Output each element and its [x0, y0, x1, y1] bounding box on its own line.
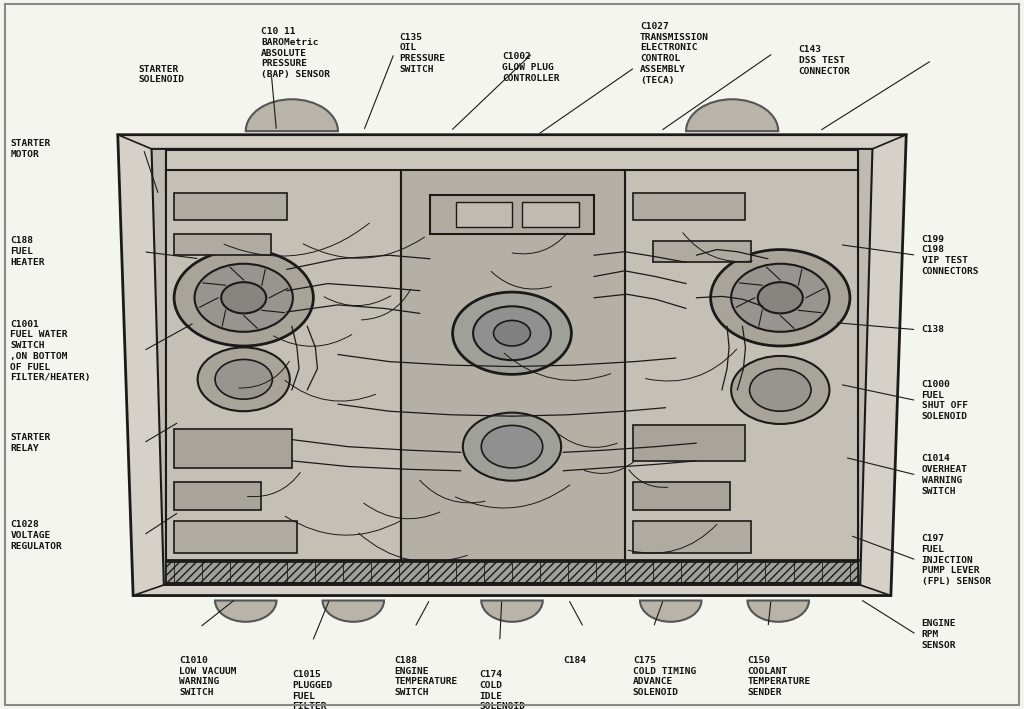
Circle shape — [731, 356, 829, 424]
Polygon shape — [118, 135, 906, 596]
Text: C174
COLD
IDLE
SOLENOID: C174 COLD IDLE SOLENOID — [479, 670, 525, 709]
Text: ENGINE
RPM
SENSOR: ENGINE RPM SENSOR — [922, 619, 956, 650]
Text: C197
FUEL
INJECTION
PUMP LEVER
(FPL) SENSOR: C197 FUEL INJECTION PUMP LEVER (FPL) SEN… — [922, 534, 990, 586]
Bar — [653, 241, 751, 262]
Circle shape — [221, 282, 266, 313]
Circle shape — [750, 369, 811, 411]
Text: STARTER
MOTOR: STARTER MOTOR — [10, 139, 50, 159]
Circle shape — [198, 347, 290, 411]
Bar — [522, 202, 579, 227]
Wedge shape — [215, 601, 276, 622]
Circle shape — [174, 250, 313, 346]
Bar — [174, 521, 297, 553]
Text: C1015
PLUGGED
FUEL
FILTER
SWITCH: C1015 PLUGGED FUEL FILTER SWITCH — [292, 670, 332, 709]
Wedge shape — [686, 99, 778, 131]
Bar — [633, 193, 745, 220]
Circle shape — [195, 264, 293, 332]
Bar — [174, 429, 292, 468]
Text: C175
COLD TIMING
ADVANCE
SOLENOID: C175 COLD TIMING ADVANCE SOLENOID — [633, 656, 696, 697]
Text: C188
FUEL
HEATER: C188 FUEL HEATER — [10, 236, 45, 267]
Text: STARTER
SOLENOID: STARTER SOLENOID — [138, 65, 184, 84]
Text: C1014
OVERHEAT
WARNING
SWITCH: C1014 OVERHEAT WARNING SWITCH — [922, 454, 968, 496]
Bar — [633, 425, 745, 461]
Text: C150
COOLANT
TEMPERATURE
SENDER: C150 COOLANT TEMPERATURE SENDER — [748, 656, 811, 697]
Circle shape — [494, 320, 530, 346]
Circle shape — [731, 264, 829, 332]
Text: C1002
GLOW PLUG
CONTROLLER: C1002 GLOW PLUG CONTROLLER — [502, 52, 559, 83]
Bar — [401, 170, 625, 567]
Circle shape — [473, 306, 551, 360]
Bar — [174, 482, 261, 510]
FancyBboxPatch shape — [166, 156, 858, 581]
Text: STARTER
RELAY: STARTER RELAY — [10, 433, 50, 453]
Circle shape — [758, 282, 803, 313]
Text: C1010
LOW VACUUM
WARNING
SWITCH: C1010 LOW VACUUM WARNING SWITCH — [179, 656, 237, 697]
Bar — [633, 521, 751, 553]
Bar — [456, 202, 512, 227]
Wedge shape — [640, 601, 701, 622]
Text: C199
C198
VIP TEST
CONNECTORS: C199 C198 VIP TEST CONNECTORS — [922, 235, 979, 276]
Text: C184: C184 — [563, 656, 586, 665]
Wedge shape — [246, 99, 338, 131]
Bar — [166, 150, 858, 191]
Bar — [430, 195, 594, 234]
Circle shape — [463, 413, 561, 481]
Bar — [166, 562, 858, 583]
Circle shape — [215, 359, 272, 399]
Wedge shape — [323, 601, 384, 622]
Text: C1028
VOLTAGE
REGULATOR: C1028 VOLTAGE REGULATOR — [10, 520, 62, 551]
Text: C138: C138 — [922, 325, 944, 334]
Bar — [625, 170, 858, 581]
Text: C1001
FUEL WATER
SWITCH
,ON BOTTOM
OF FUEL
FILTER/HEATER): C1001 FUEL WATER SWITCH ,ON BOTTOM OF FU… — [10, 320, 91, 382]
Bar — [174, 234, 271, 255]
Text: C1027
TRANSMISSION
ELECTRONIC
CONTROL
ASSEMBLY
(TECA): C1027 TRANSMISSION ELECTRONIC CONTROL AS… — [640, 22, 709, 84]
Wedge shape — [481, 601, 543, 622]
Text: C135
OIL
PRESSURE
SWITCH: C135 OIL PRESSURE SWITCH — [399, 33, 445, 74]
Polygon shape — [152, 149, 872, 585]
Bar — [166, 170, 401, 581]
Wedge shape — [748, 601, 809, 622]
Circle shape — [711, 250, 850, 346]
Text: C143
DSS TEST
CONNECTOR: C143 DSS TEST CONNECTOR — [799, 45, 851, 76]
Circle shape — [481, 425, 543, 468]
Text: C10 11
BAROMetric
ABSOLUTE
PRESSURE
(BAP) SENSOR: C10 11 BAROMetric ABSOLUTE PRESSURE (BAP… — [261, 27, 330, 79]
Circle shape — [453, 292, 571, 374]
Text: C188
ENGINE
TEMPERATURE
SWITCH: C188 ENGINE TEMPERATURE SWITCH — [394, 656, 458, 697]
Text: C1000
FUEL
SHUT OFF
SOLENOID: C1000 FUEL SHUT OFF SOLENOID — [922, 380, 968, 421]
Bar — [174, 193, 287, 220]
Bar — [633, 482, 730, 510]
